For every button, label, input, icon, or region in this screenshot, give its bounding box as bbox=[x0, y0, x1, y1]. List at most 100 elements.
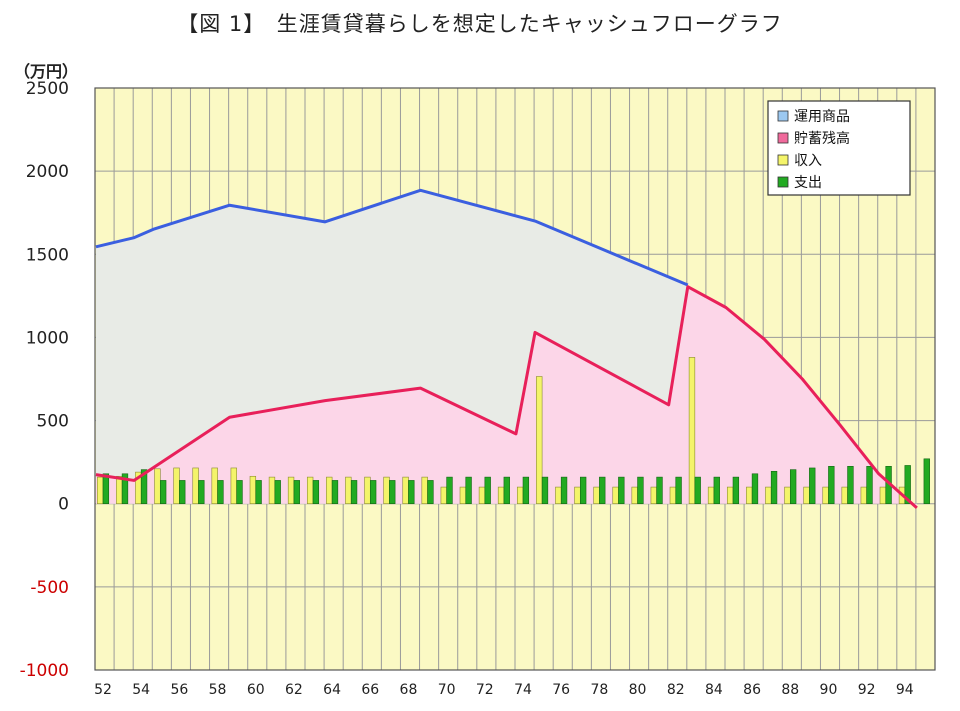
income-bar bbox=[516, 486, 524, 505]
expense-bar bbox=[732, 476, 740, 505]
y-tick-label: 2500 bbox=[26, 79, 69, 99]
expense-bar bbox=[522, 476, 530, 505]
expense-bar bbox=[255, 480, 262, 505]
income-bar bbox=[879, 486, 887, 505]
x-tick-label: 84 bbox=[705, 682, 723, 698]
income-bar bbox=[173, 467, 180, 505]
expense-bar bbox=[217, 480, 224, 505]
x-tick-label: 88 bbox=[781, 682, 799, 698]
expense-bar bbox=[770, 470, 778, 505]
income-bar bbox=[688, 357, 696, 505]
legend-label: 収入 bbox=[794, 153, 822, 169]
expense-bar bbox=[637, 476, 644, 505]
x-tick-label: 82 bbox=[667, 682, 685, 698]
legend-swatch bbox=[777, 132, 789, 144]
y-tick-label: 1500 bbox=[26, 245, 69, 265]
y-tick-label: 1000 bbox=[26, 328, 69, 348]
income-bar bbox=[96, 476, 104, 505]
y-tick-label: 0 bbox=[58, 495, 69, 515]
expense-bar bbox=[713, 476, 720, 505]
y-tick-label: -1000 bbox=[20, 661, 69, 681]
expense-bar bbox=[198, 480, 205, 505]
savings-area bbox=[95, 286, 917, 508]
y-axis-unit-label: （万円） bbox=[14, 62, 79, 81]
legend-label: 貯蓄残高 bbox=[794, 130, 850, 147]
expense-bar bbox=[236, 480, 243, 505]
income-bar bbox=[726, 486, 734, 505]
expense-bar bbox=[274, 480, 281, 505]
legend-label: 支出 bbox=[794, 175, 822, 191]
expense-bar bbox=[121, 473, 129, 505]
x-tick-label: 60 bbox=[247, 682, 265, 698]
income-bar bbox=[459, 486, 467, 505]
x-tick-label: 94 bbox=[896, 682, 914, 698]
line-series bbox=[95, 188, 918, 509]
expense-bar bbox=[503, 476, 510, 505]
expense-bar bbox=[694, 476, 701, 505]
y-tick-label: 500 bbox=[37, 412, 69, 432]
income-bar bbox=[536, 376, 543, 505]
income-bar bbox=[574, 486, 581, 505]
expense-bar bbox=[618, 476, 625, 505]
expense-bar bbox=[541, 476, 549, 505]
expense-bar bbox=[579, 476, 587, 505]
expense-bar bbox=[369, 480, 377, 505]
income-bar bbox=[306, 476, 314, 505]
income-bar bbox=[478, 486, 486, 505]
legend-swatch bbox=[777, 176, 789, 188]
income-bar bbox=[650, 486, 657, 505]
expense-bar bbox=[904, 465, 911, 505]
x-tick-label: 76 bbox=[552, 682, 570, 698]
expense-bar bbox=[293, 480, 300, 505]
income-bar bbox=[326, 476, 333, 505]
expense-bar bbox=[312, 480, 320, 505]
income-bar bbox=[364, 476, 371, 505]
income-bar bbox=[746, 486, 753, 505]
expense-bar bbox=[675, 476, 682, 505]
expense-bar bbox=[560, 476, 568, 505]
x-tick-label: 74 bbox=[514, 682, 532, 698]
expense-bar bbox=[751, 473, 759, 505]
legend-swatch bbox=[777, 110, 789, 122]
income-bar bbox=[707, 486, 715, 505]
expense-bar bbox=[140, 469, 148, 505]
income-bar bbox=[860, 486, 867, 505]
x-tick-label: 66 bbox=[361, 682, 379, 698]
x-tick-label: 72 bbox=[476, 682, 494, 698]
income-bar bbox=[421, 476, 428, 505]
x-tick-label: 56 bbox=[170, 682, 188, 698]
expense-bar bbox=[408, 480, 415, 505]
y-tick-label: 2000 bbox=[26, 162, 69, 182]
expense-bar bbox=[656, 476, 663, 505]
income-bar bbox=[345, 476, 352, 505]
x-tick-label: 78 bbox=[590, 682, 608, 698]
legend-label: 運用商品 bbox=[794, 109, 850, 125]
y-axis-ticks: 2500 2000 1500 1000 500 0 -500 -1000 bbox=[20, 79, 69, 681]
income-bar bbox=[268, 476, 276, 505]
expense-bar bbox=[350, 480, 358, 505]
income-bar bbox=[669, 486, 677, 505]
x-tick-label: 54 bbox=[132, 682, 150, 698]
income-bar bbox=[440, 486, 447, 505]
savings-line bbox=[95, 285, 918, 509]
income-bar bbox=[402, 476, 409, 505]
income-bar bbox=[116, 475, 123, 505]
expense-bar bbox=[465, 476, 472, 505]
expense-bar bbox=[828, 465, 835, 505]
expense-bar bbox=[102, 473, 110, 505]
x-tick-label: 90 bbox=[820, 682, 838, 698]
legend-box bbox=[767, 100, 911, 196]
income-bar bbox=[784, 486, 791, 505]
expense-bar bbox=[331, 480, 339, 505]
income-bar bbox=[249, 475, 257, 505]
expense-bar bbox=[809, 467, 816, 505]
expense-bar bbox=[599, 476, 606, 505]
income-bar bbox=[555, 486, 562, 505]
income-bar bbox=[822, 486, 829, 505]
x-tick-label: 52 bbox=[94, 682, 112, 698]
income-bar bbox=[497, 486, 505, 505]
expense-bar bbox=[923, 458, 930, 505]
expense-bar bbox=[427, 480, 434, 505]
